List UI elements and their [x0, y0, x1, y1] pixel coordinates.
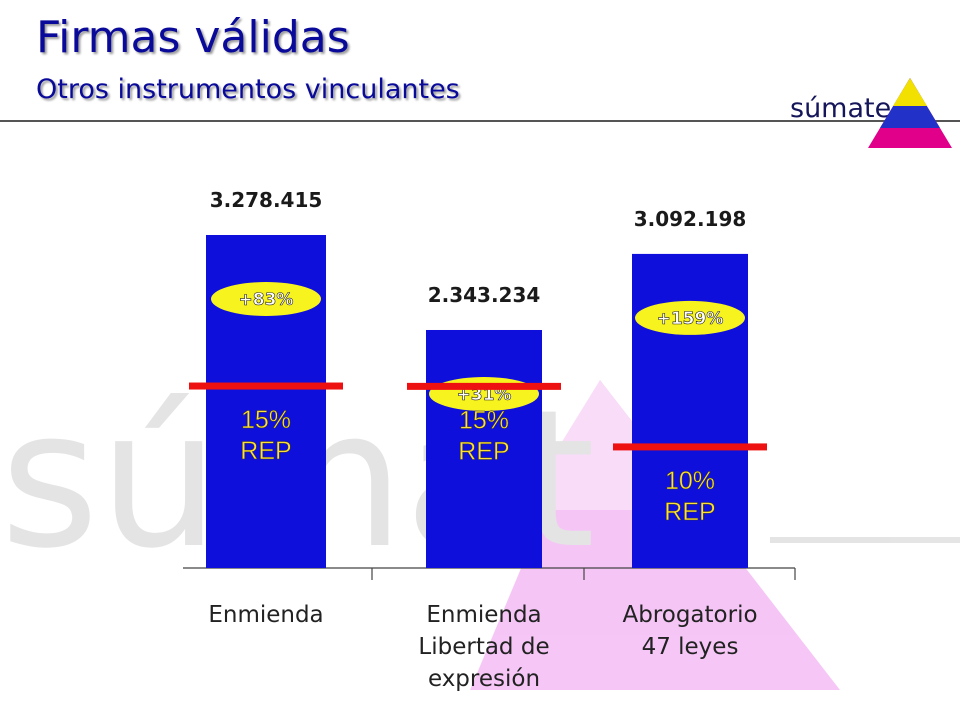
- growth-badge: [211, 282, 321, 316]
- data-label: 3.092.198: [634, 207, 747, 231]
- threshold-line: [189, 382, 343, 390]
- threshold-label: 15%: [459, 406, 509, 434]
- growth-badge: [635, 300, 745, 335]
- x-tick-label: 47 leyes: [642, 634, 739, 660]
- x-tick-label: Enmienda: [426, 602, 541, 628]
- growth-badge-label: +159%: [657, 309, 724, 329]
- threshold-line: [407, 382, 561, 390]
- header-divider: [0, 120, 960, 122]
- data-label: 2.343.234: [428, 283, 541, 307]
- x-tick-label: Libertad de: [418, 634, 549, 660]
- logo-pyramid-icon: [868, 78, 952, 148]
- bar: [426, 329, 542, 568]
- x-tick-label: Abrogatorio: [622, 602, 757, 628]
- threshold-line: [613, 443, 767, 451]
- threshold-label: REP: [458, 437, 509, 465]
- brand-logo: súmate: [790, 93, 892, 124]
- data-label: 3.278.415: [210, 188, 323, 212]
- threshold-label: REP: [664, 498, 715, 526]
- x-tick-label: expresión: [428, 666, 540, 692]
- growth-badge-label: +83%: [239, 290, 294, 310]
- threshold-label: 10%: [665, 467, 715, 495]
- threshold-label: 15%: [241, 406, 291, 434]
- page-title: Firmas válidas: [36, 12, 350, 63]
- page-subtitle: Otros instrumentos vinculantes: [36, 74, 460, 105]
- x-tick-label: Enmienda: [208, 602, 323, 628]
- threshold-label: REP: [240, 437, 291, 465]
